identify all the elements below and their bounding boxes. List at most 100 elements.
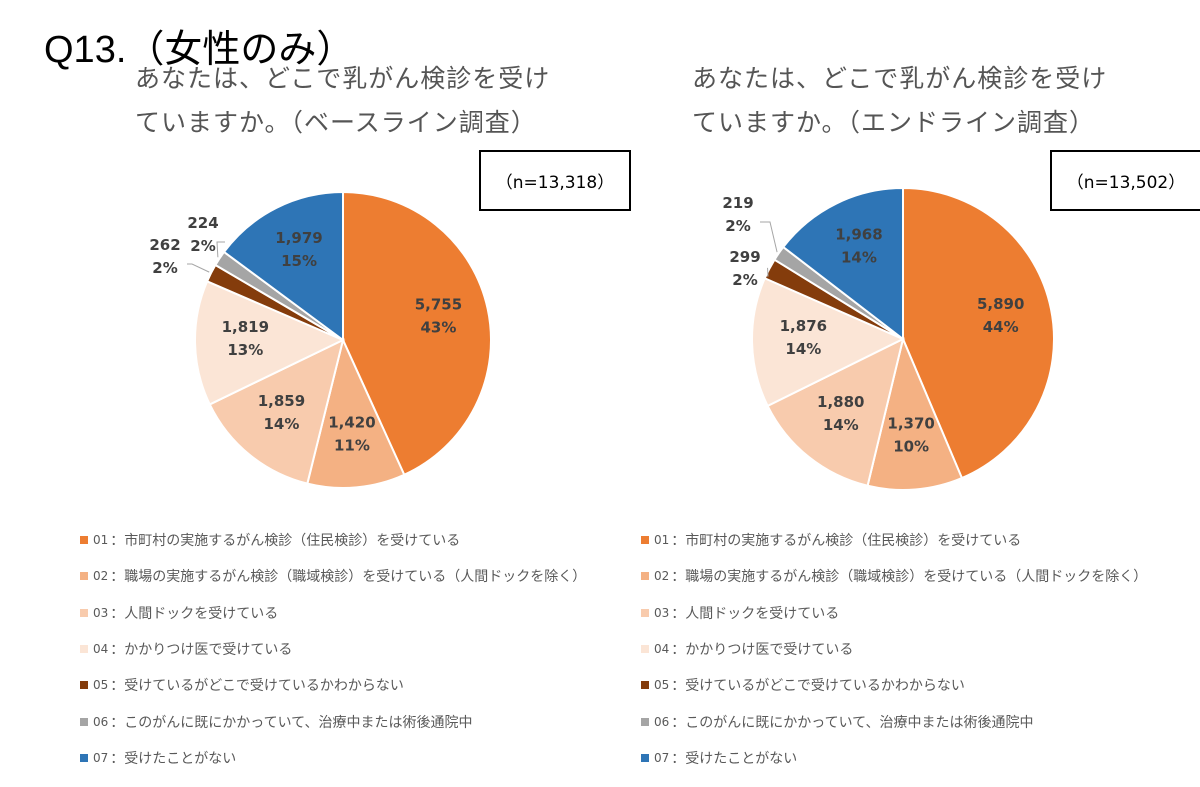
legend-label: ：かかりつけ医で受けている <box>110 642 293 659</box>
legend-swatch <box>641 717 649 726</box>
legend-code: 01 <box>93 533 109 548</box>
question-title: Q13.（女性のみ） <box>44 29 355 71</box>
legend-label: ：市町村の実施するがん検診（住民検診）を受けている <box>110 533 461 550</box>
value-label: 1,859 <box>258 392 305 410</box>
legend-label: ：受けているがどこで受けているかわからない <box>671 678 965 695</box>
value-label: 1,880 <box>817 393 864 411</box>
legend-label: ：このがんに既にかかっていて、治療中または術後通院中 <box>671 714 1034 731</box>
sample-size-endline: （n=13,502） <box>1050 150 1200 211</box>
legend-swatch <box>80 608 88 617</box>
value-label: 5,755 <box>415 295 462 313</box>
legend-code: 05 <box>93 678 109 693</box>
pie-slice-03 <box>208 338 345 485</box>
value-label: 219 <box>722 194 753 212</box>
leader-line <box>767 267 769 277</box>
legend-endline: 01 ：市町村の実施するがん検診（住民検診）を受けている 02 ：職場の実施するがん検… <box>641 522 1147 776</box>
percent-label: 2% <box>190 237 215 255</box>
legend-code: 06 <box>93 714 109 729</box>
legend-label: ：市町村の実施するがん検診（住民検診）を受けている <box>671 533 1022 550</box>
legend-swatch <box>641 645 649 654</box>
pie-slice-01 <box>902 186 1055 480</box>
percent-label: 13% <box>227 341 263 359</box>
leader-line <box>187 263 210 273</box>
percent-label: 14% <box>263 415 299 433</box>
pie-slice-04 <box>751 276 906 408</box>
legend-swatch <box>80 572 88 581</box>
percent-label: 11% <box>334 436 370 454</box>
legend-code: 02 <box>93 569 109 584</box>
title-line: ていますか。（ベースライン調査） <box>135 108 537 137</box>
legend-swatch <box>641 572 649 581</box>
leader-line <box>216 241 225 258</box>
pie-slice-04 <box>194 279 346 406</box>
legend-item: 07 ：受けたことがない <box>80 740 586 776</box>
legend-code: 04 <box>654 642 670 657</box>
legend-item: 03 ：人間ドックを受けている <box>80 595 586 631</box>
legend-label: ：人間ドックを受けている <box>110 605 279 622</box>
legend-swatch <box>80 681 88 690</box>
legend-label: ：このがんに既にかかっていて、治療中または術後通院中 <box>110 714 473 731</box>
percent-label: 14% <box>823 416 859 434</box>
pie-slice-02 <box>306 336 406 489</box>
pie-slice-02 <box>866 335 964 491</box>
legend-swatch <box>641 753 649 762</box>
legend-code: 04 <box>93 642 109 657</box>
leader-line <box>760 221 778 253</box>
legend-label: ：受けているがどこで受けているかわからない <box>110 678 404 695</box>
legend-code: 01 <box>654 533 670 548</box>
value-label: 299 <box>729 248 760 266</box>
legend-item: 03 ：人間ドックを受けている <box>641 595 1147 631</box>
legend-label: ：受けたことがない <box>671 750 798 767</box>
value-label: 224 <box>187 214 218 232</box>
legend-baseline: 01 ：市町村の実施するがん検診（住民検診）を受けている 02 ：職場の実施するがん検… <box>80 522 586 776</box>
percent-label: 44% <box>983 318 1019 336</box>
title-line: ていますか。（エンドライン調査） <box>692 108 1096 137</box>
value-label: 1,968 <box>835 226 882 244</box>
legend-code: 07 <box>93 750 109 765</box>
value-label: 1,420 <box>328 413 375 431</box>
legend-swatch <box>80 753 88 762</box>
percent-label: 10% <box>893 437 929 455</box>
legend-label: ：かかりつけ医で受けている <box>671 642 854 659</box>
legend-swatch <box>641 536 649 545</box>
legend-label: ：職場の実施するがん検診（職域検診）を受けている（人間ドックを除く） <box>110 569 587 586</box>
legend-item: 06 ：このがんに既にかかっていて、治療中または術後通院中 <box>80 703 586 739</box>
legend-item: 06 ：このがんに既にかかっていて、治療中または術後通院中 <box>641 703 1147 739</box>
legend-code: 07 <box>654 750 670 765</box>
value-label: 1,979 <box>275 229 322 247</box>
legend-swatch <box>80 717 88 726</box>
title-line: あなたは、どこで乳がん検診を受け <box>692 64 1108 93</box>
value-label: 5,890 <box>977 295 1024 313</box>
percent-label: 14% <box>841 249 877 267</box>
pie-slice-01 <box>342 190 492 477</box>
percent-label: 2% <box>152 259 177 277</box>
legend-swatch <box>80 645 88 654</box>
legend-label: ：受けたことがない <box>110 750 237 767</box>
legend-item: 02 ：職場の実施するがん検診（職域検診）を受けている（人間ドックを除く） <box>80 558 586 594</box>
sample-size-baseline: （n=13,318） <box>479 150 631 211</box>
chart-title-endline: あなたは、どこで乳がん検診を受け ていますか。（エンドライン調査） <box>692 57 1107 145</box>
legend-item: 02 ：職場の実施するがん検診（職域検診）を受けている（人間ドックを除く） <box>641 558 1147 594</box>
percent-label: 14% <box>785 340 821 358</box>
legend-item: 07 ：受けたことがない <box>641 740 1147 776</box>
legend-item: 01 ：市町村の実施するがん検診（住民検診）を受けている <box>641 522 1147 558</box>
percent-label: 2% <box>732 271 757 289</box>
value-label: 1,876 <box>780 317 827 335</box>
pie-slice-07 <box>781 186 904 342</box>
legend-label: ：職場の実施するがん検診（職域検診）を受けている（人間ドックを除く） <box>671 569 1148 586</box>
legend-label: ：人間ドックを受けている <box>671 605 840 622</box>
chart-title-baseline: あなたは、どこで乳がん検診を受け ていますか。（ベースライン調査） <box>135 57 550 145</box>
legend-code: 05 <box>654 678 670 693</box>
value-label: 1,819 <box>222 318 269 336</box>
legend-item: 01 ：市町村の実施するがん検診（住民検診）を受けている <box>80 522 586 558</box>
percent-label: 15% <box>281 252 317 270</box>
value-label: 1,370 <box>887 414 934 432</box>
legend-swatch <box>641 608 649 617</box>
legend-code: 06 <box>654 714 670 729</box>
percent-label: 2% <box>725 217 750 235</box>
pie-slice-03 <box>766 337 905 487</box>
legend-code: 03 <box>93 605 109 620</box>
legend-item: 04 ：かかりつけ医で受けている <box>641 631 1147 667</box>
value-label: 262 <box>149 236 180 254</box>
